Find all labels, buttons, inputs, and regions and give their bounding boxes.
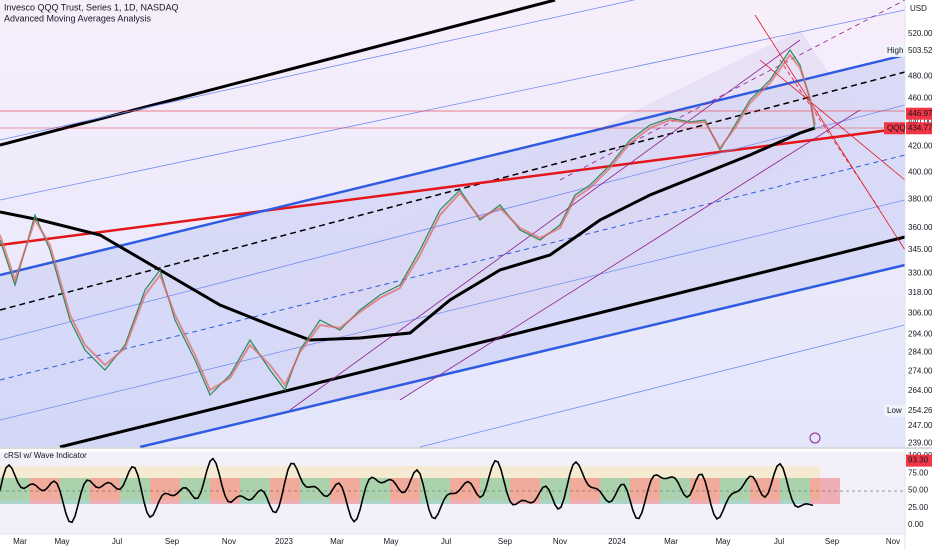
wave-band [330, 478, 360, 504]
time-tick-label: Sep [825, 537, 840, 546]
time-tick-label: Jul [112, 537, 122, 546]
wave-band [660, 478, 690, 504]
price-tick-label: 330.00 [908, 269, 932, 278]
wave-band [570, 478, 600, 504]
indicator-tick-label: 75.00 [908, 468, 929, 477]
wave-band [0, 478, 30, 504]
time-tick-label: May [715, 537, 730, 546]
drawings [0, 0, 906, 449]
time-tick-label: Mar [330, 537, 344, 546]
price-tick-label: 360.00 [908, 223, 932, 232]
high-value-tag-box [884, 44, 905, 57]
wave-band [300, 478, 330, 504]
marker-value: 446.97 [908, 109, 932, 118]
indicator-title: cRSI w/ Wave Indicator [4, 451, 87, 460]
time-tick-label: Nov [222, 537, 236, 546]
wave-band [600, 478, 630, 504]
price-tick-label: 380.00 [908, 194, 932, 203]
low-value-box [906, 404, 932, 417]
price-tick-label: 520.00 [908, 29, 932, 38]
time-tick-label: May [54, 537, 69, 546]
price-tick-label: 345.00 [908, 245, 932, 254]
currency: USD [910, 4, 927, 13]
last-price-box [906, 122, 932, 135]
indicator-tick-label: 25.00 [908, 503, 929, 512]
last-price: 434.77 [908, 123, 932, 132]
price-tick-label: 294.00 [908, 329, 932, 338]
wave-band [180, 478, 210, 504]
chart-title: Invesco QQQ Trust, Series 1, 1D, NASDAQ [4, 2, 179, 12]
price-tick-label: 440.00 [908, 117, 932, 126]
indicator-tick-label: 50.00 [908, 486, 929, 495]
price-tick-label: 480.00 [908, 71, 932, 80]
oscillator [0, 457, 814, 524]
price-tick-label: 460.00 [908, 94, 932, 103]
indicator-drawing [0, 457, 905, 524]
price-tick-label: 400.00 [908, 167, 932, 176]
price-tick-label: 274.00 [908, 367, 932, 376]
low-value: 254.26 [908, 406, 932, 415]
wave-band [780, 478, 810, 504]
price-tick-label: 420.00 [908, 142, 932, 151]
time-tick-label: Jul [441, 537, 451, 546]
high-value-box [906, 44, 932, 57]
price-axis: USD 520.00 480.00 460.00 440.00 420.00 400.00 3… [884, 4, 932, 529]
low-value-tag-box [884, 404, 905, 417]
price-tick-label: 284.00 [908, 348, 932, 357]
time-tick-label: Nov [886, 537, 900, 546]
price-tick-label: 318.00 [908, 288, 932, 297]
wave-band [810, 478, 840, 504]
time-tick-label: Jul [774, 537, 784, 546]
indicator-tick-label: 0.00 [908, 520, 924, 529]
time-tick-label: Sep [165, 537, 180, 546]
wave-band [750, 478, 780, 504]
price-tick-label: 264.00 [908, 386, 932, 395]
price-tick-label: 306.00 [908, 308, 932, 317]
wave-band [210, 478, 240, 504]
wave-band [540, 478, 570, 504]
price-tick-label: 239.00 [908, 438, 932, 447]
time-tick-label: Nov [553, 537, 567, 546]
time-tick-label: Sep [498, 537, 513, 546]
time-tick-label: 2024 [608, 537, 626, 546]
high-value-tag: High [887, 46, 903, 55]
high-value: 503.52 [908, 46, 932, 55]
marker-value-box [906, 107, 932, 120]
low-value-tag: Low [887, 406, 902, 415]
indicator-marker-box [906, 454, 932, 467]
time-tick-label: May [383, 537, 398, 546]
price-tick-label: 247.00 [908, 421, 932, 430]
last-price-tag-box [884, 122, 905, 135]
last-price-tag: QQQ [887, 123, 906, 132]
event-icon[interactable] [809, 432, 821, 444]
chart-subtitle: Advanced Moving Averages Analysis [4, 13, 151, 23]
wave-band [90, 478, 120, 504]
wave-band [240, 478, 270, 504]
indicator-marker: 93.30 [908, 456, 929, 465]
time-tick-label: 2023 [275, 537, 293, 546]
time-tick-label: Mar [664, 537, 678, 546]
channel-fill [290, 30, 860, 400]
time-tick-label: Mar [13, 537, 27, 546]
wave-band [150, 478, 180, 504]
